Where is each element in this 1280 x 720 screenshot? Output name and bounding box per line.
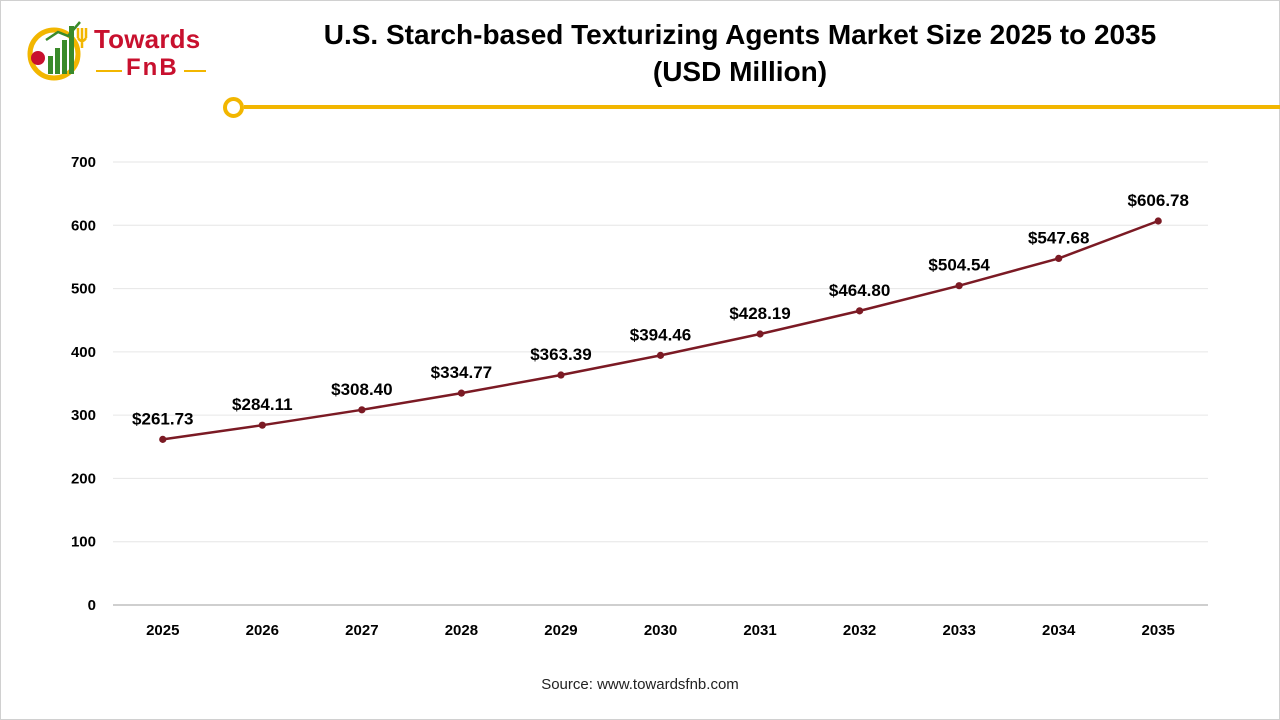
data-point [159,435,167,443]
data-point [756,330,764,338]
data-label: $284.11 [232,395,293,414]
y-tick-label: 100 [71,534,96,551]
logo-word-fnb: FnB [126,54,179,81]
x-tick-label: 2027 [345,622,378,639]
chart-title: U.S. Starch-based Texturizing Agents Mar… [240,16,1240,90]
y-tick-label: 700 [71,154,96,171]
data-point [258,421,266,429]
data-point [656,351,665,359]
x-tick-label: 2034 [1042,622,1076,639]
y-tick-label: 0 [88,597,96,614]
data-point [457,389,466,397]
data-point [955,282,963,290]
data-label: $394.46 [630,325,691,344]
data-point [1154,217,1162,225]
chart-title-line-2: (USD Million) [652,56,828,87]
accent-divider [244,105,1280,109]
brand-logo: Towards FnB [24,18,214,90]
data-label: $606.78 [1128,191,1189,210]
source-note: Source: www.towardsfnb.com [541,676,739,693]
data-label: $464.80 [829,281,890,300]
data-label: $334.77 [431,363,492,382]
x-tick-label: 2028 [445,622,478,639]
data-label: $428.19 [729,304,790,323]
x-tick-label: 2031 [743,622,776,639]
data-point [358,406,366,414]
y-tick-label: 400 [71,344,96,361]
data-label: $261.73 [132,409,193,428]
data-point [557,371,565,379]
chart-title-line-1: U.S. Starch-based Texturizing Agents Mar… [323,19,1157,50]
logo-word-towards: Towards [94,24,201,54]
x-tick-label: 2033 [942,622,975,639]
accent-ring-icon [223,97,244,118]
y-tick-label: 600 [71,217,96,234]
x-tick-label: 2026 [246,622,279,639]
x-tick-label: 2029 [544,622,577,639]
y-tick-label: 300 [71,407,96,424]
data-point [1055,254,1063,262]
data-point [855,307,864,315]
data-label: $504.54 [928,256,990,275]
x-tick-label: 2025 [146,622,179,639]
data-label: $363.39 [530,345,591,364]
x-tick-label: 2035 [1142,622,1175,639]
logo-emblem-icon [27,21,88,81]
logo-rule-left [96,70,122,72]
x-tick-label: 2030 [644,622,677,639]
x-tick-label: 2032 [843,622,876,639]
data-label: $308.40 [331,380,392,399]
y-tick-label: 200 [71,470,96,487]
logo-rule-right [184,70,206,72]
data-label: $547.68 [1028,228,1089,247]
y-tick-label: 500 [71,281,96,298]
